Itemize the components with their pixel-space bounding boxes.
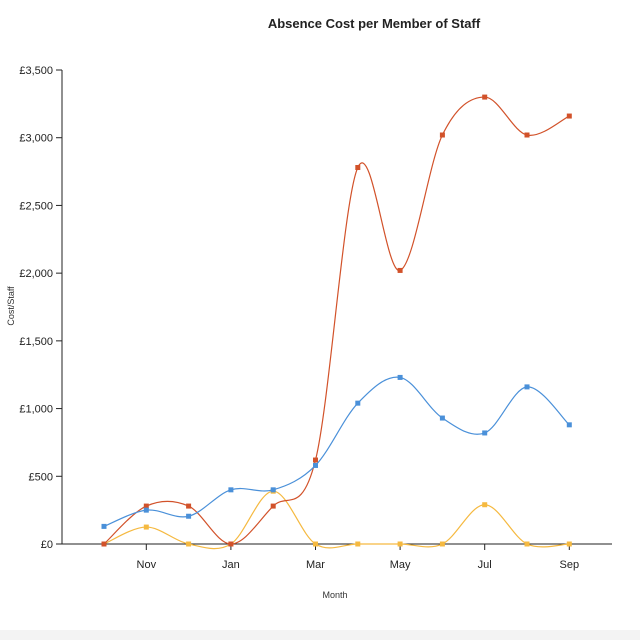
data-point	[524, 541, 530, 547]
data-point	[482, 430, 488, 436]
chart-title: Absence Cost per Member of Staff	[268, 16, 481, 31]
x-tick-label: Mar	[306, 559, 325, 571]
series-line	[103, 490, 570, 550]
data-point	[313, 541, 318, 547]
data-point	[524, 384, 530, 390]
x-tick-label: Jan	[222, 559, 240, 571]
data-point	[439, 132, 445, 138]
series-2	[101, 94, 572, 547]
data-point	[313, 462, 318, 468]
data-point	[566, 113, 572, 119]
data-point	[186, 503, 192, 509]
data-point	[355, 400, 361, 406]
data-point	[397, 374, 403, 380]
data-point	[566, 422, 572, 428]
x-tick-label: Sep	[560, 559, 580, 571]
x-axis: Nov Jan Mar May Jul Sep	[62, 543, 612, 571]
data-point	[397, 267, 403, 273]
y-tick-label: £1,000	[19, 404, 53, 416]
y-tick-label: £1,500	[19, 336, 53, 348]
y-tick-label: £2,000	[19, 268, 53, 280]
data-point	[270, 487, 276, 493]
data-point	[439, 541, 445, 547]
data-point	[228, 541, 234, 547]
data-point	[143, 507, 149, 513]
x-tick-label: May	[390, 559, 411, 571]
y-tick-label: £3,000	[19, 133, 53, 145]
data-point	[524, 132, 530, 138]
data-point	[143, 503, 149, 509]
y-tick-label: £2,500	[19, 200, 53, 212]
data-point	[482, 502, 488, 508]
y-tick-label: £500	[29, 471, 53, 483]
x-tick-label: Jul	[478, 559, 492, 571]
y-axis: £0 £500 £1,000 £1,500 £2,000 £2,500 £3,000 £3,5…	[19, 65, 63, 551]
data-point	[186, 513, 192, 519]
data-point	[270, 503, 276, 509]
data-point	[228, 487, 234, 493]
data-point	[313, 457, 318, 463]
x-axis-title: Month	[322, 590, 347, 600]
data-point	[101, 523, 107, 529]
data-point	[101, 541, 107, 547]
data-point	[186, 541, 192, 547]
y-tick-label: £0	[41, 539, 53, 551]
data-point	[566, 541, 572, 547]
data-point	[397, 541, 403, 547]
y-tick-label: £3,500	[19, 65, 53, 77]
x-tick-label: Nov	[137, 559, 157, 571]
data-point	[355, 541, 361, 547]
series-1	[101, 374, 572, 529]
data-point	[439, 415, 445, 421]
series-layer	[101, 94, 572, 550]
data-point	[143, 524, 149, 530]
data-point	[355, 165, 361, 171]
series-line	[103, 376, 570, 527]
series-line	[103, 96, 570, 545]
data-point	[482, 94, 488, 100]
series-3	[101, 488, 572, 550]
y-axis-title: Cost/Staff	[6, 286, 16, 326]
bottom-strip	[0, 630, 640, 640]
